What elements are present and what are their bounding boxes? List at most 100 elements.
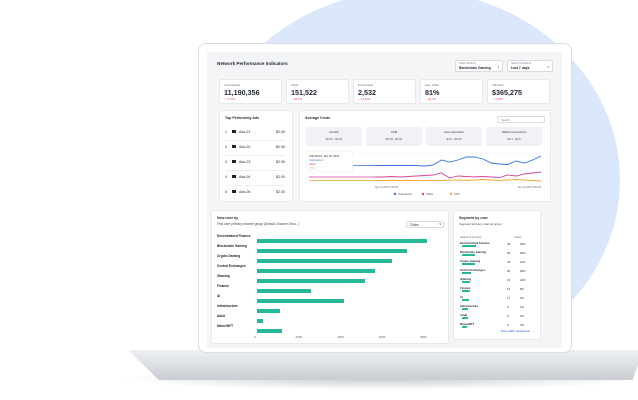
segment-subtitle: Segment primary channel group (459, 222, 502, 226)
ad-rank: 4 (225, 175, 227, 179)
segment-row[interactable]: iGaming 21 24% (460, 277, 532, 286)
bar[interactable] (257, 269, 376, 273)
kpi-value: 151,522 (291, 88, 317, 97)
segment-percent: 2% (520, 296, 525, 300)
segment-row[interactable]: Decentralized Finance 49 28% (460, 241, 532, 250)
segment-percent: 36% (520, 251, 526, 255)
average-costs-title: Average Costs (305, 116, 331, 120)
new-users-subtitle: First user primary channel group (Defaul… (217, 222, 300, 226)
ad-thumbnail-icon (232, 160, 236, 163)
x-tick-label: 600K (378, 335, 386, 339)
ad-rank: 5 (225, 190, 227, 194)
segment-name: AI (460, 295, 463, 299)
bar[interactable] (257, 299, 345, 303)
bar[interactable] (257, 279, 366, 283)
segment-name: Blockchain Gaming (460, 250, 487, 254)
segment-percent: 12% (520, 260, 526, 264)
ad-amount: $2.00 (276, 190, 285, 194)
series-line-clicks[interactable] (375, 171, 542, 179)
bar[interactable] (257, 249, 407, 253)
segment-name: Infrastructure (460, 304, 479, 308)
kpi-label: Volumes (492, 83, 504, 87)
legend-label[interactable]: Clicks (426, 192, 434, 196)
timeframe-select[interactable]: Select Timeframe Last 7 days ▾ (507, 60, 553, 72)
ad-row[interactable]: 2 Ads-02 $2.00 (225, 144, 285, 152)
ad-thumbnail-icon (232, 190, 236, 193)
cost-metric-title: CPM (390, 130, 398, 134)
segment-sparkline (462, 299, 470, 301)
ad-row[interactable]: 4 Ads-04 $2.00 (225, 174, 285, 182)
legend-swatch (393, 192, 397, 196)
top-ads-card: Top Performing Ads 1 Ads-01 $2.00 2 Ads-02 $2… (219, 110, 293, 202)
segment-percent: 8% (520, 287, 525, 291)
segment-percent: 1% (520, 305, 525, 309)
kpi-label: Impressions (224, 83, 241, 87)
cost-metric: Wallet Connections $2.1 - $3.5 (486, 127, 542, 146)
segment-percent: 2% (520, 314, 525, 318)
segment-row[interactable]: Crypto Gaming 43 12% (460, 259, 532, 268)
segment-sparkline (462, 245, 476, 247)
segment-count: 17 (507, 296, 511, 300)
bar[interactable] (257, 309, 280, 313)
kpi-change: ↓ -17.6% (224, 97, 236, 101)
ad-thumbnail-icon (232, 130, 236, 133)
segment-name: Meme/NFT (460, 322, 475, 326)
ad-name: Ads-01 (239, 130, 251, 134)
kpi-change: ↓ -3.44% (492, 97, 504, 101)
cost-metric-title: Wallet Connections (502, 130, 526, 134)
cost-metric-value: $2.1 - $3.5 (507, 137, 521, 141)
bar[interactable] (257, 259, 393, 263)
legend-label[interactable]: Impressions (398, 192, 413, 196)
ad-row[interactable]: 3 Ads-03 $2.00 (225, 159, 285, 167)
segment-sparkline (462, 254, 475, 256)
segment-row[interactable]: Central Exchanges 25 29% (460, 268, 532, 277)
series-line-impressions[interactable] (375, 155, 542, 167)
x-tick-label: Nov 13 2023 4:00 PM (375, 186, 398, 189)
legend-label[interactable]: CTR (454, 192, 459, 196)
ad-row[interactable]: 5 Ads-05 $2.00 (225, 189, 285, 197)
segment-row[interactable]: Infrastructure 9 1% (460, 304, 532, 313)
segment-count: 8 (507, 314, 509, 318)
timeframe-select-value: Last 7 days (511, 66, 530, 70)
tooltip-box (306, 150, 354, 172)
bar[interactable] (257, 329, 282, 333)
kpi-value: $365,275 (492, 88, 522, 97)
segment-row[interactable]: Meme/NFT 6 3% (460, 322, 532, 331)
segment-sparkline (462, 281, 471, 283)
ad-row[interactable]: 1 Ads-01 $2.00 (225, 129, 285, 137)
tooltip-text: CTR (309, 166, 314, 170)
segment-sparkline (462, 326, 468, 328)
segment-col-name: Segment primary (460, 235, 482, 239)
cost-metric-title: User acquisition (444, 130, 464, 134)
kpi-value: 11,190,356 (224, 88, 260, 97)
segment-row[interactable]: Finance 19 8% (460, 286, 532, 295)
tooltip-text: Clicks (309, 162, 317, 166)
kpi-change: ↓ -11.82% (358, 97, 371, 101)
x-tick-label: 800K (420, 335, 428, 339)
laptop-base (128, 350, 638, 380)
kpi-card: Volumes $365,275 ↓ -3.44% (487, 79, 550, 104)
cost-metric-value: $0.00 - $0.00 (325, 137, 343, 141)
bar[interactable] (257, 239, 428, 243)
segment-card: Segment by user Segment primary channel … (453, 210, 541, 340)
bar-label: Adult (217, 314, 226, 318)
segment-percent: 28% (520, 242, 526, 246)
bar[interactable] (257, 319, 264, 323)
search-input[interactable]: Search (497, 116, 545, 123)
metric-dropdown[interactable]: Clicks ▾ (406, 221, 444, 228)
segment-row[interactable]: Adult 8 2% (460, 313, 532, 322)
bar[interactable] (257, 289, 312, 293)
kpi-change: ↓ -26.6% (291, 97, 303, 101)
segment-percent: 29% (520, 269, 526, 273)
segment-row[interactable]: Blockchain Gaming 45 36% (460, 250, 532, 259)
bar-label: AI (217, 294, 221, 298)
series-line-ctr[interactable] (375, 179, 542, 182)
ad-amount: $2.00 (276, 145, 285, 149)
kpi-value: 81% (425, 88, 440, 97)
dashboard-screen: Network Performance Indicators Select Ve… (207, 52, 562, 348)
average-costs-card: Average Costs Search Ad click $0.00 - $0.… (299, 110, 551, 202)
segment-row[interactable]: AI 17 2% (460, 295, 532, 304)
vertical-select[interactable]: Select Vertical Blockchain Gaming ▾ (455, 60, 503, 72)
view-traffic-link[interactable]: View traffic acquisition → (500, 329, 534, 333)
chart-tooltip: 4:00 AM Fri, Nov 20, 2023ImpressionsClic… (306, 150, 354, 172)
